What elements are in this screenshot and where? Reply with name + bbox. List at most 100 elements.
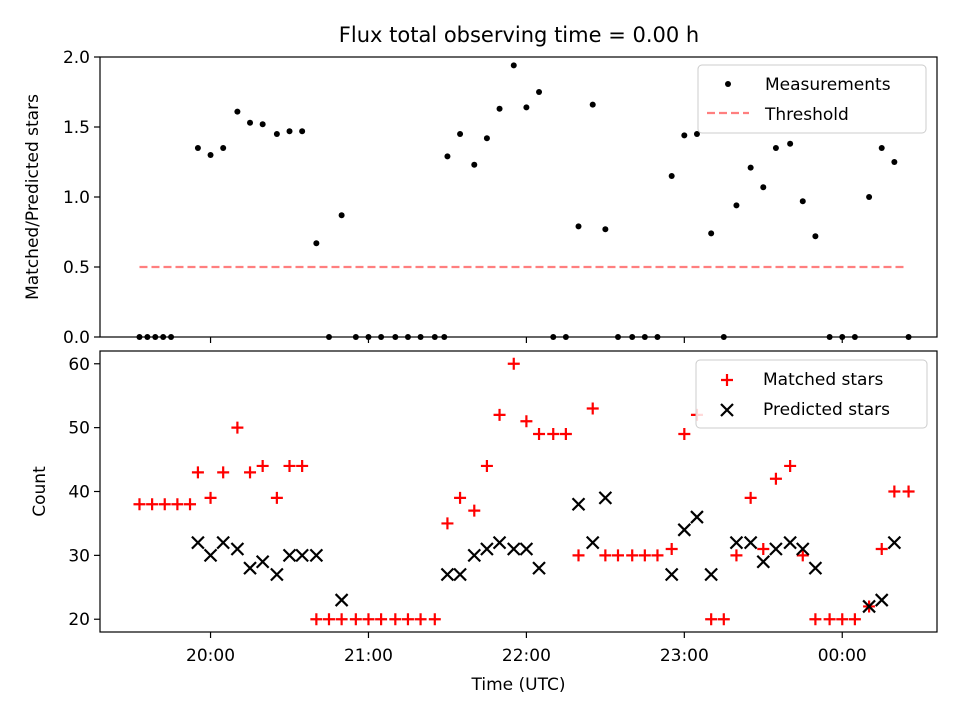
matched-star-point bbox=[335, 613, 348, 626]
count-xtick-label: 23:00 bbox=[660, 646, 709, 666]
count-legend: Matched stars Predicted stars bbox=[695, 359, 928, 429]
predicted-star-point bbox=[769, 542, 783, 556]
matched-star-point bbox=[823, 613, 836, 626]
matched-star-point bbox=[547, 428, 560, 441]
measurement-point bbox=[668, 173, 675, 179]
matched-star-point bbox=[270, 491, 283, 504]
measurement-point bbox=[693, 131, 700, 137]
matched-star-point bbox=[744, 491, 757, 504]
matched-star-point bbox=[493, 408, 506, 421]
matched-star-point bbox=[204, 491, 217, 504]
matched-star-point bbox=[349, 613, 362, 626]
matched-star-point bbox=[322, 613, 335, 626]
measurement-point bbox=[273, 131, 280, 137]
measurement-point bbox=[681, 132, 688, 139]
ratio-ytick-label: 2.0 bbox=[63, 48, 90, 68]
matched-star-point bbox=[283, 459, 296, 472]
measurement-point bbox=[247, 119, 254, 126]
matched-star-point bbox=[809, 613, 822, 626]
predicted-star-point bbox=[571, 497, 586, 512]
predicted-star-point bbox=[309, 548, 324, 563]
predicted-star-point bbox=[783, 535, 797, 550]
predicted-star-point bbox=[440, 567, 455, 582]
legend-measurements-marker bbox=[725, 81, 731, 87]
matched-star-point bbox=[678, 428, 691, 441]
matched-star-point bbox=[848, 613, 861, 626]
ratio-legend: Measurements Threshold bbox=[697, 64, 927, 134]
matched-star-point bbox=[651, 549, 664, 562]
legend-measurements-label: Measurements bbox=[765, 75, 891, 95]
predicted-star-point bbox=[255, 554, 270, 569]
measurement-point bbox=[891, 159, 898, 165]
count-xtick-label: 00:00 bbox=[818, 646, 867, 666]
count-axis-ticks: 20 30 40 50 60 20:00 21:00 22:00 23:00 00:00 bbox=[68, 355, 866, 666]
measurement-point bbox=[299, 128, 306, 135]
predicted-star-point bbox=[585, 535, 600, 550]
matched-star-point bbox=[375, 613, 388, 626]
matched-star-point bbox=[231, 421, 244, 434]
count-xtick-label: 21:00 bbox=[344, 646, 393, 666]
measurement-point bbox=[496, 105, 503, 112]
predicted-star-point bbox=[270, 567, 284, 582]
count-panel: 20 30 40 50 60 20:00 21:00 22:00 23:00 00:00 Coun… bbox=[30, 350, 938, 695]
predicted-star-point bbox=[532, 561, 546, 575]
predicted-star-point bbox=[598, 491, 613, 505]
count-y-axis-label: Count bbox=[30, 466, 50, 517]
matched-star-point bbox=[769, 472, 782, 485]
matched-star-point bbox=[902, 485, 915, 498]
matched-star-point bbox=[480, 459, 493, 472]
predicted-star-point bbox=[690, 510, 704, 524]
matched-star-point bbox=[626, 549, 639, 562]
matched-star-point bbox=[184, 498, 197, 511]
legend-predicted-marker bbox=[720, 403, 734, 417]
predicted-star-point bbox=[243, 561, 257, 575]
x-axis-label: Time (UTC) bbox=[471, 675, 566, 695]
legend-frame bbox=[695, 359, 928, 429]
count-ytick-label: 30 bbox=[68, 546, 90, 566]
predicted-star-point bbox=[480, 542, 494, 556]
measurement-point bbox=[799, 198, 806, 205]
predicted-star-point bbox=[216, 535, 230, 550]
measurement-point bbox=[536, 89, 543, 95]
predicted-star-point bbox=[756, 554, 771, 569]
count-ytick-label: 20 bbox=[68, 610, 90, 630]
matched-star-point bbox=[705, 613, 718, 626]
ratio-axis-ticks: 0.0 0.5 1.0 1.5 2.0 bbox=[63, 48, 843, 348]
predicted-star-point bbox=[808, 561, 823, 575]
measurement-point bbox=[708, 230, 715, 237]
measurement-point bbox=[602, 226, 609, 233]
matched-star-point bbox=[468, 504, 481, 517]
matched-star-point bbox=[217, 466, 230, 479]
legend-threshold-label: Threshold bbox=[764, 105, 849, 125]
count-plot-content bbox=[133, 357, 915, 626]
matched-star-point bbox=[586, 402, 599, 415]
measurement-point bbox=[772, 145, 779, 151]
measurement-point bbox=[523, 104, 530, 111]
predicted-star-point bbox=[334, 593, 349, 607]
measurement-point bbox=[444, 153, 451, 160]
measurement-point bbox=[483, 135, 490, 142]
matched-star-point bbox=[796, 549, 809, 562]
measurement-point bbox=[747, 164, 754, 171]
matched-star-point bbox=[572, 549, 585, 562]
ratio-ytick-label: 1.0 bbox=[63, 188, 90, 208]
measurement-point bbox=[575, 223, 582, 230]
predicted-star-point bbox=[506, 542, 521, 556]
matched-star-point bbox=[757, 542, 770, 555]
measurement-point bbox=[313, 240, 320, 247]
matched-star-point bbox=[454, 491, 467, 504]
predicted-star-point bbox=[704, 567, 718, 582]
matched-star-point bbox=[665, 542, 678, 555]
predicted-star-point bbox=[519, 542, 534, 556]
legend-matched-label: Matched stars bbox=[763, 370, 883, 390]
predicted-star-point bbox=[230, 542, 245, 556]
matched-star-point bbox=[296, 459, 309, 472]
measurement-point bbox=[787, 140, 794, 147]
legend-frame bbox=[697, 64, 927, 134]
matched-star-point bbox=[414, 613, 427, 626]
predicted-star-point bbox=[862, 599, 876, 614]
matched-star-point bbox=[888, 485, 901, 498]
matched-star-point bbox=[362, 613, 375, 626]
matched-star-point bbox=[146, 498, 159, 511]
predicted-star-point bbox=[729, 535, 744, 550]
